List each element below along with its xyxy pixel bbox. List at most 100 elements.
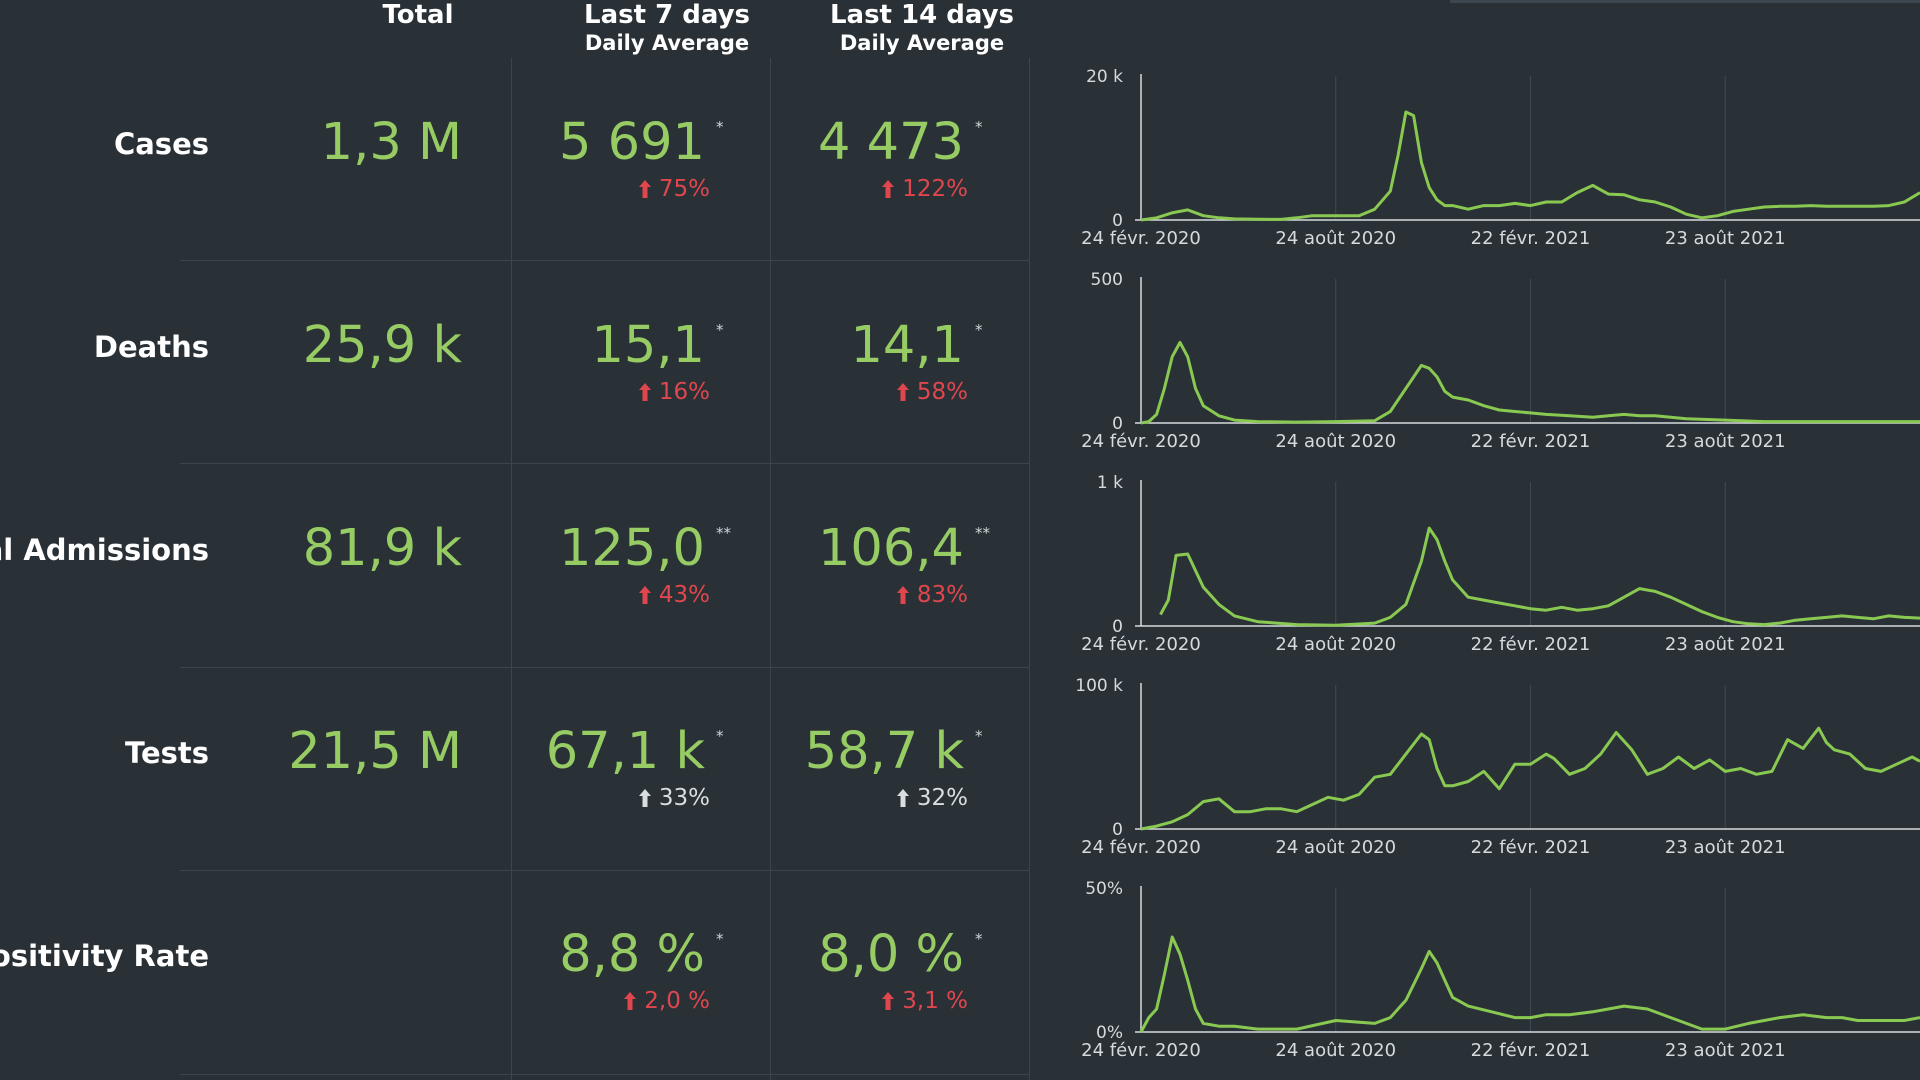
x-tick-label: 24 août 2020 — [1275, 228, 1396, 249]
avg7-hospital-admissions: 125,0 — [558, 519, 705, 578]
pct14-cases: 122% — [882, 176, 968, 202]
pct14-tests: 32% — [896, 785, 968, 811]
avg14-tests: 58,7 k — [804, 722, 964, 781]
x-tick-label: 23 août 2021 — [1665, 431, 1786, 452]
pct14-hospital-admissions: 83% — [896, 582, 968, 608]
avg14-deaths-note: * — [975, 321, 983, 339]
x-tick-label: 22 févr. 2021 — [1471, 431, 1591, 452]
arrow-up-icon — [882, 992, 895, 1010]
x-tick-label: 23 août 2021 — [1665, 634, 1786, 655]
pct7-deaths: 16% — [638, 379, 710, 405]
avg7-cases: 5 691 — [558, 113, 705, 172]
y-tick-label: 0 — [1112, 820, 1123, 840]
arrow-up-icon — [882, 180, 895, 198]
avg7-positivity-rate: 8,8 % — [559, 925, 705, 984]
x-tick-label: 24 févr. 2020 — [1081, 634, 1201, 655]
avg14-positivity-rate: 8,0 % — [818, 925, 964, 984]
header-total-label: Total — [382, 0, 454, 30]
x-tick-label: 24 août 2020 — [1275, 837, 1396, 858]
x-tick-label: 24 févr. 2020 — [1081, 228, 1201, 249]
pct14-positivity-rate: 3,1 % — [882, 988, 968, 1014]
column-divider — [1029, 58, 1030, 1080]
y-tick-label: 100 k — [1075, 676, 1123, 696]
x-tick-label: 24 févr. 2020 — [1081, 837, 1201, 858]
chart-tests: 0 100 k 24 févr. 2020 24 août 2020 22 févr. … — [1075, 676, 1920, 858]
avg14-cases-note: * — [975, 118, 983, 136]
top-panel-edge — [1450, 0, 1920, 3]
pct14-deaths: 58% — [896, 379, 968, 405]
series-line — [1140, 110, 1920, 222]
pct14-tests-value: 32% — [916, 785, 968, 811]
y-tick-label: 0 — [1112, 617, 1123, 637]
column-divider — [511, 58, 512, 1080]
chart-deaths: 0 500 24 févr. 2020 24 août 2020 22 févr. 20… — [1081, 270, 1920, 452]
row-label-tests: Tests — [125, 736, 209, 770]
series-line — [1159, 526, 1920, 627]
arrow-up-icon — [638, 180, 651, 198]
pct14-deaths-value: 58% — [916, 379, 968, 405]
row-label-hospital-admissions: pital Admissions — [0, 533, 209, 567]
avg7-deaths-note: * — [716, 321, 724, 339]
avg7-positivity-rate-note: * — [716, 930, 724, 948]
y-tick-label: 1 k — [1097, 473, 1123, 493]
pct7-positivity-rate-value: 2,0 % — [644, 988, 710, 1014]
x-tick-label: 22 févr. 2021 — [1471, 1040, 1591, 1061]
chart-hospital-admissions: 0 1 k 24 févr. 2020 24 août 2020 22 févr. 20… — [1081, 473, 1920, 655]
pct7-cases: 75% — [638, 176, 710, 202]
x-tick-label: 24 févr. 2020 — [1081, 1040, 1201, 1061]
row-label-deaths: Deaths — [93, 330, 209, 364]
arrow-up-icon — [896, 383, 909, 401]
arrow-up-icon — [896, 586, 909, 604]
x-tick-label: 23 août 2021 — [1665, 837, 1786, 858]
pct7-positivity-rate: 2,0 % — [624, 988, 710, 1014]
arrow-up-icon — [896, 789, 909, 807]
total-tests: 21,5 M — [288, 722, 462, 781]
arrow-up-icon — [638, 383, 651, 401]
x-tick-label: 24 août 2020 — [1275, 1040, 1396, 1061]
header-last-7-sub: Daily Average — [584, 31, 750, 55]
avg14-hospital-admissions-note: ** — [975, 524, 990, 542]
header-total: Total — [350, 0, 486, 30]
x-tick-label: 22 févr. 2021 — [1471, 228, 1591, 249]
x-tick-label: 24 août 2020 — [1275, 431, 1396, 452]
arrow-up-icon — [624, 992, 637, 1010]
avg7-deaths: 15,1 — [591, 316, 705, 375]
avg7-tests: 67,1 k — [545, 722, 705, 781]
avg14-tests-note: * — [975, 727, 983, 745]
pct7-hospital-admissions-value: 43% — [658, 582, 710, 608]
pct14-positivity-rate-value: 3,1 % — [902, 988, 968, 1014]
arrow-up-icon — [638, 586, 651, 604]
header-last-14-label: Last 14 days — [829, 0, 1015, 30]
y-tick-label: 500 — [1091, 270, 1123, 290]
x-tick-label: 22 févr. 2021 — [1471, 837, 1591, 858]
arrow-up-icon — [638, 789, 651, 807]
avg14-deaths: 14,1 — [850, 316, 964, 375]
y-tick-label: 20 k — [1086, 67, 1123, 87]
pct14-cases-value: 122% — [902, 176, 968, 202]
x-tick-label: 24 août 2020 — [1275, 634, 1396, 655]
avg7-hospital-admissions-note: ** — [716, 524, 731, 542]
series-line — [1140, 340, 1920, 425]
pct7-tests-value: 33% — [658, 785, 710, 811]
row-divider — [180, 260, 1030, 261]
series-line — [1139, 935, 1920, 1033]
chart-positivity-rate: 0% 50% 24 févr. 2020 24 août 2020 22 févr. 2… — [1081, 879, 1920, 1061]
total-cases: 1,3 M — [320, 113, 462, 172]
avg14-hospital-admissions: 106,4 — [817, 519, 964, 578]
pct7-cases-value: 75% — [658, 176, 710, 202]
row-divider — [180, 1074, 1030, 1075]
pct7-deaths-value: 16% — [658, 379, 710, 405]
pct14-hospital-admissions-value: 83% — [916, 582, 968, 608]
x-tick-label: 23 août 2021 — [1665, 228, 1786, 249]
chart-cases: 0 20 k 24 févr. 2020 24 août 2020 22 févr. 2… — [1081, 67, 1920, 249]
avg7-cases-note: * — [716, 118, 724, 136]
total-hospital-admissions: 81,9 k — [302, 519, 462, 578]
pct7-hospital-admissions: 43% — [638, 582, 710, 608]
x-tick-label: 24 févr. 2020 — [1081, 431, 1201, 452]
y-tick-label: 0 — [1112, 211, 1123, 231]
y-tick-label: 0 — [1112, 414, 1123, 434]
avg14-positivity-rate-note: * — [975, 930, 983, 948]
pct7-tests: 33% — [638, 785, 710, 811]
y-tick-label: 50% — [1085, 879, 1123, 899]
series-line — [1140, 726, 1920, 831]
